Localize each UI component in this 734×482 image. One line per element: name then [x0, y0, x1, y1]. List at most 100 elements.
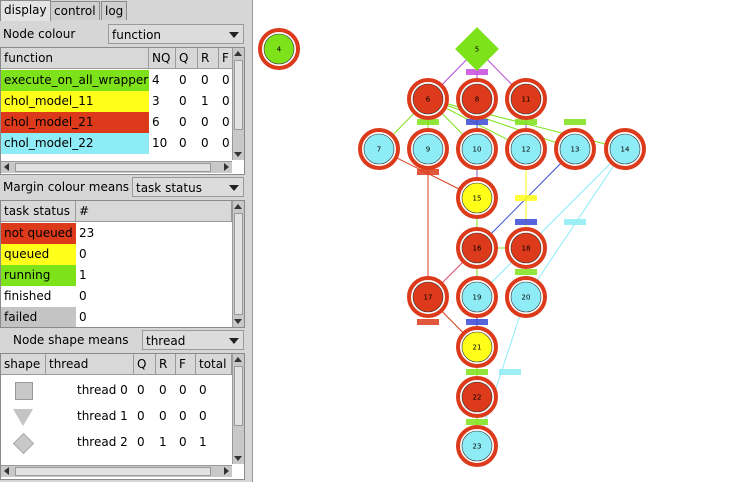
graph-node[interactable]: 9 [407, 128, 449, 170]
column-header-nq[interactable]: NQ [149, 48, 176, 69]
edge-label [564, 119, 586, 125]
column-header-total[interactable]: total [196, 354, 232, 375]
function-name-cell[interactable]: chol_model_21 [1, 112, 149, 133]
status-name-cell[interactable]: not queued [1, 223, 76, 244]
scroll-down-icon[interactable] [234, 319, 242, 324]
square-icon [15, 382, 33, 400]
table-cell: 0 [201, 73, 209, 87]
tab-log[interactable]: log [101, 1, 128, 20]
graph-node[interactable]: 11 [505, 78, 547, 120]
scroll-thumb[interactable] [234, 213, 243, 315]
status-name-cell[interactable]: failed [1, 307, 76, 327]
table-cell: 0 [159, 409, 167, 423]
node-colour-select-value: function [112, 28, 162, 42]
scroll-right-icon[interactable] [224, 163, 229, 171]
thread-table: shape thread Q R F total thread 0 0 0 0 … [0, 353, 245, 480]
thread-name-cell[interactable]: thread 0 [77, 383, 128, 397]
table-cell: 0 [179, 115, 187, 129]
horizontal-scrollbar[interactable] [1, 161, 232, 173]
vertical-scrollbar[interactable] [232, 48, 244, 160]
scroll-thumb[interactable] [234, 366, 243, 426]
table-cell: 23 [79, 226, 95, 240]
graph-node[interactable]: 10 [456, 128, 498, 170]
scroll-thumb[interactable] [15, 163, 211, 172]
scroll-down-icon[interactable] [234, 152, 242, 157]
node-body [461, 430, 493, 462]
function-name-cell[interactable]: execute_on_all_wrapper [1, 70, 149, 91]
graph-node[interactable]: 22 [456, 376, 498, 418]
column-header-r[interactable]: R [198, 48, 219, 69]
scroll-left-icon[interactable] [4, 467, 9, 475]
graph-node[interactable]: 14 [604, 128, 646, 170]
function-name-cell[interactable]: chol_model_11 [1, 91, 149, 112]
graph-node[interactable]: 17 [407, 276, 449, 318]
column-header-shape[interactable]: shape [1, 354, 46, 375]
column-header-function[interactable]: function [1, 48, 149, 69]
edge-label [515, 219, 537, 225]
table-cell: 0 [79, 310, 87, 324]
graph-node[interactable]: 7 [358, 128, 400, 170]
node-body [510, 83, 542, 115]
node-body [461, 331, 493, 363]
graph-node[interactable]: 15 [456, 177, 498, 219]
function-name-cell[interactable]: chol_model_22 [1, 133, 149, 154]
status-name-cell[interactable]: running [1, 265, 76, 286]
margin-colour-select[interactable]: task status [132, 177, 244, 197]
scroll-up-icon[interactable] [234, 357, 242, 362]
node-label: 11 [522, 96, 531, 104]
graph-node[interactable]: 13 [554, 128, 596, 170]
column-header-f[interactable]: F [219, 48, 233, 69]
task-graph-canvas[interactable]: 4 5 6 8 11 7 9 10 12 13 14 15 16 18 17 19 20 21 22 23 [253, 0, 734, 482]
scroll-left-icon[interactable] [4, 163, 9, 171]
column-header-thread[interactable]: thread [46, 354, 134, 375]
table-cell: 0 [137, 435, 145, 449]
graph-node[interactable]: 8 [456, 78, 498, 120]
node-shape-label: Node shape means [13, 333, 129, 347]
graph-node[interactable]: 4 [258, 28, 300, 70]
edge-label [499, 369, 521, 375]
scroll-thumb[interactable] [234, 60, 243, 130]
status-name-cell[interactable]: finished [1, 286, 76, 307]
node-label: 10 [473, 146, 482, 154]
tab-control[interactable]: control [50, 1, 100, 20]
node-label: 17 [424, 294, 433, 302]
graph-node[interactable]: 20 [505, 276, 547, 318]
graph-node[interactable]: 6 [407, 78, 449, 120]
scroll-right-icon[interactable] [224, 467, 229, 475]
graph-node[interactable]: 23 [456, 425, 498, 467]
column-header-f[interactable]: F [176, 354, 196, 375]
thread-name-cell[interactable]: thread 1 [77, 409, 128, 423]
column-header-count[interactable]: # [76, 201, 232, 222]
graph-node[interactable]: 16 [456, 227, 498, 269]
graph-node[interactable]: 21 [456, 326, 498, 368]
node-body [461, 381, 493, 413]
graph-node[interactable]: 12 [505, 128, 547, 170]
horizontal-scrollbar[interactable] [1, 465, 232, 477]
scroll-up-icon[interactable] [234, 204, 242, 209]
edge-label [417, 319, 439, 325]
margin-colour-label: Margin colour means [3, 180, 130, 194]
column-header-task-status[interactable]: task status [1, 201, 76, 222]
column-header-q[interactable]: Q [134, 354, 156, 375]
vertical-scrollbar[interactable] [232, 201, 244, 327]
graph-node[interactable]: 19 [456, 276, 498, 318]
table-cell: 0 [222, 94, 230, 108]
graph-node[interactable]: 18 [505, 227, 547, 269]
node-colour-select[interactable]: function [108, 24, 244, 44]
status-name-cell[interactable]: queued [1, 244, 76, 265]
node-shape-select[interactable]: thread [142, 330, 244, 350]
node-colour-label: Node colour mean [3, 27, 76, 61]
scroll-down-icon[interactable] [234, 456, 242, 461]
edge-label [417, 119, 439, 125]
column-header-q[interactable]: Q [176, 48, 198, 69]
graph-node[interactable]: 5 [455, 27, 499, 71]
tab-display[interactable]: display [0, 0, 51, 21]
vertical-scrollbar[interactable] [232, 354, 244, 464]
scroll-thumb[interactable] [15, 467, 211, 476]
table-cell: 6 [152, 115, 160, 129]
graph-edge [476, 148, 626, 298]
scroll-up-icon[interactable] [234, 51, 242, 56]
column-header-r[interactable]: R [156, 354, 176, 375]
thread-name-cell[interactable]: thread 2 [77, 435, 128, 449]
node-label: 7 [377, 146, 381, 154]
